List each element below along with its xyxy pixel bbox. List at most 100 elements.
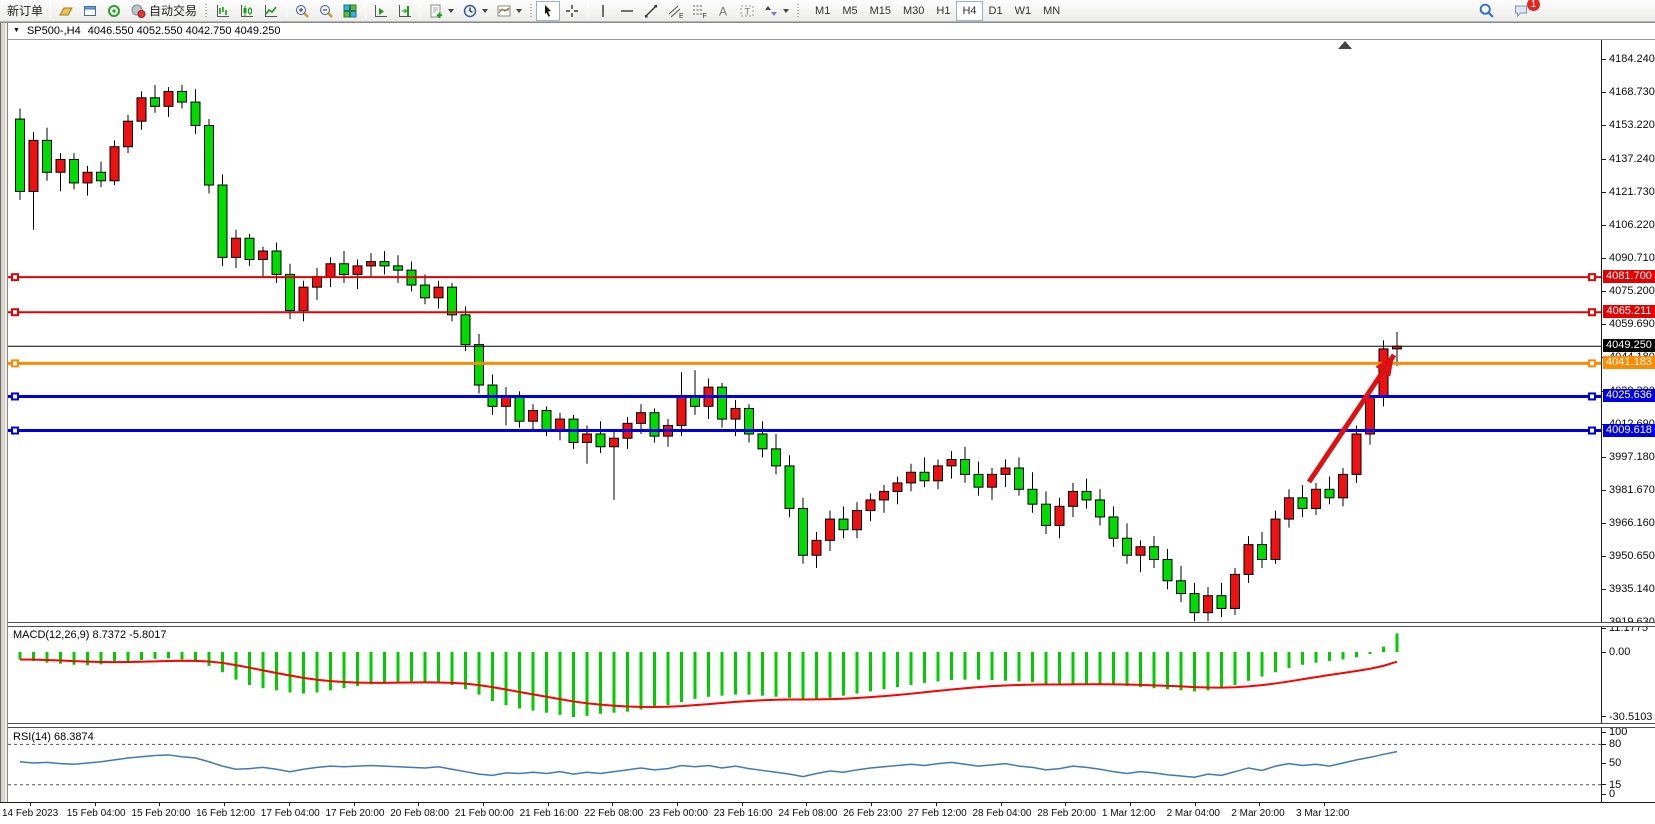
symbol-dropdown-icon[interactable]: ▼ [13, 27, 20, 34]
chart-shift-icon [399, 4, 412, 17]
price-tick-mark [1602, 555, 1606, 557]
indicators-button[interactable] [424, 1, 458, 21]
indicators-icon [430, 4, 443, 18]
zoom-in-button[interactable] [290, 1, 314, 21]
toolbar-separator [420, 3, 422, 18]
candlestick-chart-button[interactable] [235, 1, 259, 21]
chart-title-bar[interactable]: ▼ SP500-,H4 4046.550 4052.550 4042.750 4… [8, 23, 1655, 40]
time-axis-label: 26 Feb 23:00 [843, 808, 903, 819]
main-toolbar: 新订单 自动交易 E F A T M1 M5 M15 M30 H1 H4 D1 W1 MN 1 [0, 0, 1655, 22]
svg-text:T: T [745, 6, 751, 16]
timeframe-d1[interactable]: D1 [983, 1, 1009, 21]
pane-splitter[interactable] [8, 622, 1655, 627]
time-tick-mark [418, 803, 420, 806]
time-tick-mark [547, 803, 549, 806]
chart-shift-button[interactable] [393, 1, 417, 21]
timeframe-w1[interactable]: W1 [1009, 1, 1038, 21]
auto-scroll-button[interactable] [369, 1, 393, 21]
market-watch-icon [59, 7, 73, 15]
price-tick-mark [1602, 257, 1606, 259]
timeframe-m30[interactable]: M30 [897, 1, 930, 21]
price-tick-mark [1602, 224, 1606, 226]
navigator-button[interactable] [102, 1, 126, 21]
price-tick-label: 3935.140 [1609, 583, 1655, 595]
rsi-tick-mark [1602, 743, 1606, 745]
horizontal-line-button[interactable] [615, 1, 639, 21]
price-tick-label: 4137.240 [1609, 153, 1655, 165]
svg-text:A: A [719, 4, 727, 18]
timeframe-m1[interactable]: M1 [809, 1, 836, 21]
time-axis-label: 16 Feb 12:00 [196, 808, 256, 819]
vertical-line-button[interactable] [591, 1, 615, 21]
time-axis-label: 14 Feb 2023 [2, 808, 59, 819]
fibonacci-button[interactable]: F [687, 1, 711, 21]
arrows-icon [765, 5, 778, 16]
line-chart-button[interactable] [259, 1, 283, 21]
auto-trading-button[interactable]: 自动交易 [126, 1, 201, 21]
time-axis-label: 21 Feb 00:00 [454, 808, 514, 819]
rsi-tick-mark [1602, 793, 1606, 795]
timeframe-m5[interactable]: M5 [836, 1, 863, 21]
macd-pane[interactable] [8, 627, 1601, 723]
rsi-tick-mark [1602, 731, 1606, 733]
bar-chart-button[interactable] [211, 1, 235, 21]
cursor-button[interactable] [536, 0, 561, 21]
zoom-out-icon [320, 4, 333, 18]
price-tick-mark [1602, 323, 1606, 325]
time-tick-mark [482, 803, 484, 806]
dropdown-arrow-icon [482, 9, 489, 16]
clock-icon [463, 4, 477, 17]
market-watch-button[interactable] [54, 1, 78, 21]
price-tick-mark [1602, 91, 1606, 93]
candlestick-chart[interactable] [8, 40, 1601, 622]
macd-tick-label: 0.00 [1609, 646, 1631, 658]
timeframe-m15[interactable]: M15 [864, 1, 897, 21]
search-button[interactable] [1474, 1, 1499, 21]
timeframe-h4[interactable]: H4 [956, 0, 983, 21]
time-tick-mark [224, 803, 226, 806]
price-scale[interactable]: 4184.240 4168.730 4153.220 4137.240 4121.730… [1601, 40, 1655, 802]
price-tick-mark [1602, 290, 1606, 292]
tile-windows-icon [343, 4, 357, 17]
channel-icon: E [668, 5, 683, 19]
navigator-icon [108, 4, 121, 17]
text-label-button[interactable]: T [735, 1, 759, 21]
price-tick-label: 3981.670 [1609, 484, 1655, 496]
templates-button[interactable] [492, 1, 526, 21]
rsi-tick-mark [1602, 762, 1606, 764]
vertical-line-icon [602, 4, 604, 17]
time-axis[interactable]: 14 Feb 2023 15 Feb 04:00 15 Feb 20:00 16 Fe… [0, 802, 1655, 824]
timeframe-mn[interactable]: MN [1037, 1, 1066, 21]
rsi-tick-label: 50 [1609, 757, 1622, 769]
line-chart-icon [265, 4, 278, 17]
crosshair-icon [566, 4, 579, 17]
time-axis-label: 17 Feb 20:00 [325, 808, 385, 819]
periods-button[interactable] [458, 1, 492, 21]
notifications-button[interactable]: 1 [1509, 0, 1540, 21]
text-button[interactable]: A [711, 1, 735, 21]
dropdown-arrow-icon [516, 9, 523, 16]
zoom-out-button[interactable] [314, 1, 338, 21]
time-tick-mark [612, 803, 614, 806]
trendline-button[interactable] [639, 1, 663, 21]
time-tick-mark [1194, 803, 1196, 806]
price-level-label: 4025.636 [1603, 389, 1655, 403]
data-window-button[interactable] [78, 1, 102, 21]
pane-splitter[interactable] [8, 723, 1655, 728]
time-axis-label: 28 Feb 20:00 [1037, 808, 1097, 819]
arrows-button[interactable] [759, 1, 793, 21]
price-level-label: 4041.183 [1603, 356, 1655, 370]
price-tick-mark [1602, 191, 1606, 193]
rsi-tick-mark [1602, 784, 1606, 786]
time-tick-mark [353, 803, 355, 806]
symbol-label: SP500-,H4 [26, 25, 81, 37]
toolbar-separator [365, 3, 367, 18]
new-order-button[interactable]: 新订单 [3, 1, 47, 21]
tile-windows-button[interactable] [338, 1, 362, 21]
rsi-tick-label: 80 [1609, 738, 1622, 751]
crosshair-button[interactable] [560, 1, 584, 21]
equidistant-channel-button[interactable]: E [663, 1, 687, 21]
timeframe-h1[interactable]: H1 [930, 1, 956, 21]
time-tick-mark [935, 803, 937, 806]
rsi-pane[interactable] [8, 729, 1601, 802]
